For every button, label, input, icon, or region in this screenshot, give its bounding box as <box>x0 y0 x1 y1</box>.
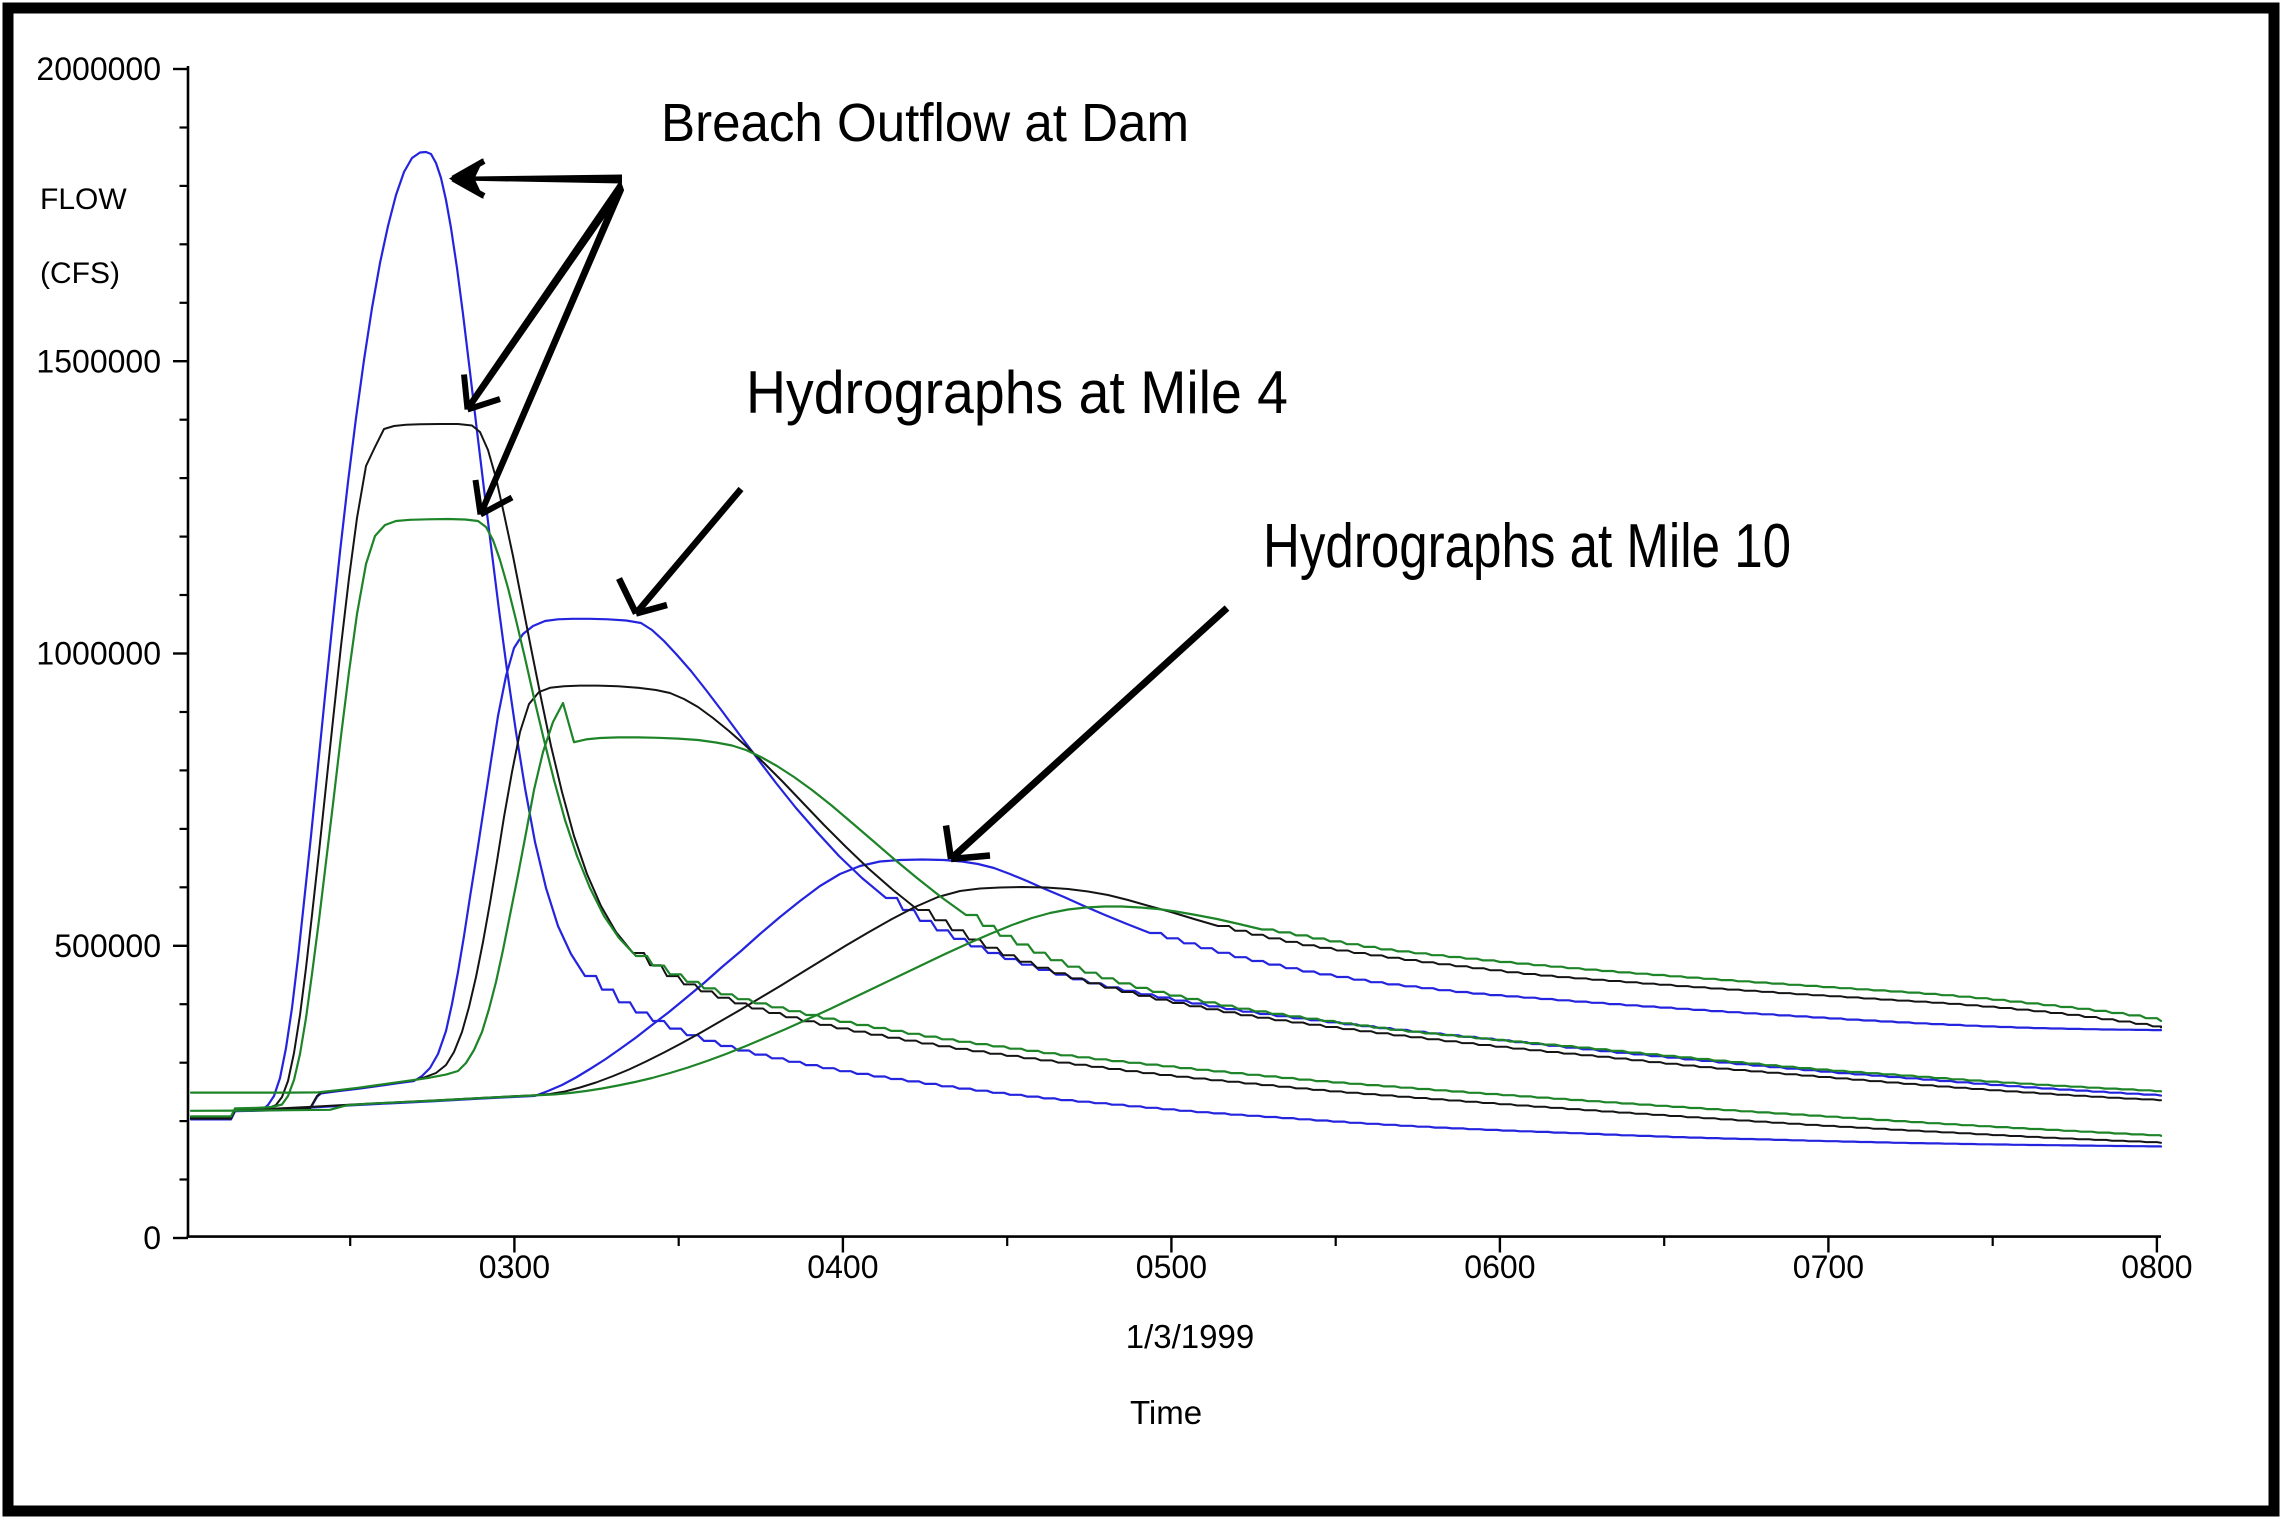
svg-text:Hydrographs at Mile 4: Hydrographs at Mile 4 <box>746 359 1288 426</box>
svg-text:2000000: 2000000 <box>36 51 161 87</box>
svg-text:Time: Time <box>1130 1394 1202 1431</box>
svg-text:0600: 0600 <box>1464 1249 1535 1285</box>
svg-text:(CFS): (CFS) <box>40 257 120 290</box>
svg-text:0500: 0500 <box>1136 1249 1207 1285</box>
svg-text:0: 0 <box>143 1220 161 1256</box>
svg-text:1000000: 1000000 <box>36 636 161 672</box>
svg-text:1500000: 1500000 <box>36 343 161 379</box>
svg-text:Breach Outflow at Dam: Breach Outflow at Dam <box>661 93 1189 153</box>
svg-text:0800: 0800 <box>2121 1249 2192 1285</box>
svg-text:0400: 0400 <box>807 1249 878 1285</box>
svg-text:500000: 500000 <box>54 928 161 964</box>
svg-text:0300: 0300 <box>479 1249 550 1285</box>
svg-text:FLOW: FLOW <box>40 183 127 216</box>
svg-text:Hydrographs at Mile 10: Hydrographs at Mile 10 <box>1263 512 1791 581</box>
svg-text:0700: 0700 <box>1793 1249 1864 1285</box>
svg-text:1/3/1999: 1/3/1999 <box>1126 1318 1254 1355</box>
